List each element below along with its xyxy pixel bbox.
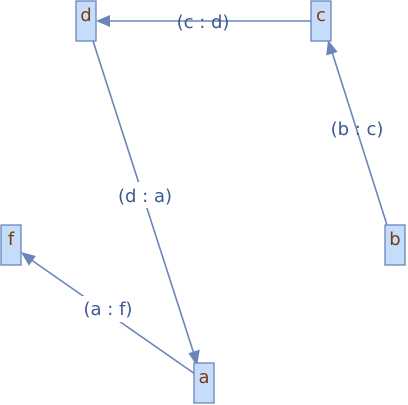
edge-c-d: (c : d) xyxy=(96,12,311,33)
edge-b-c: (b : c) xyxy=(326,40,388,226)
node-f-box[interactable] xyxy=(0,224,22,266)
node-b-label: b xyxy=(389,229,400,250)
edge-d-a-label: (d : a) xyxy=(118,186,172,207)
node-b-box[interactable] xyxy=(384,224,406,266)
edge-d-a: (d : a) xyxy=(92,40,200,366)
edge-a-f-label: (a : f) xyxy=(84,299,133,320)
node-f-label: f xyxy=(8,229,15,250)
node-a[interactable]: a xyxy=(193,362,215,404)
node-d-label: d xyxy=(80,5,91,26)
edge-c-d-label: (c : d) xyxy=(177,12,230,33)
node-c-box[interactable] xyxy=(310,0,332,42)
node-c[interactable]: c xyxy=(310,0,332,42)
node-a-box[interactable] xyxy=(193,362,215,404)
node-a-label: a xyxy=(198,367,209,388)
edge-b-c-line xyxy=(331,51,388,226)
edge-a-f-label-bg xyxy=(75,296,141,322)
edge-c-d-arrowhead xyxy=(96,15,110,27)
node-b[interactable]: b xyxy=(384,224,406,266)
node-d-box[interactable] xyxy=(75,0,97,42)
node-f[interactable]: f xyxy=(0,224,22,266)
edge-d-a-label-bg xyxy=(110,182,180,208)
edge-d-a-arrowhead xyxy=(188,349,200,366)
edge-a-f-arrowhead xyxy=(21,252,36,266)
edge-b-c-arrowhead xyxy=(326,40,338,56)
node-d[interactable]: d xyxy=(75,0,97,42)
node-c-label: c xyxy=(316,5,326,26)
edge-a-f: (a : f) xyxy=(21,252,196,375)
edge-b-c-label: (b : c) xyxy=(331,119,384,140)
